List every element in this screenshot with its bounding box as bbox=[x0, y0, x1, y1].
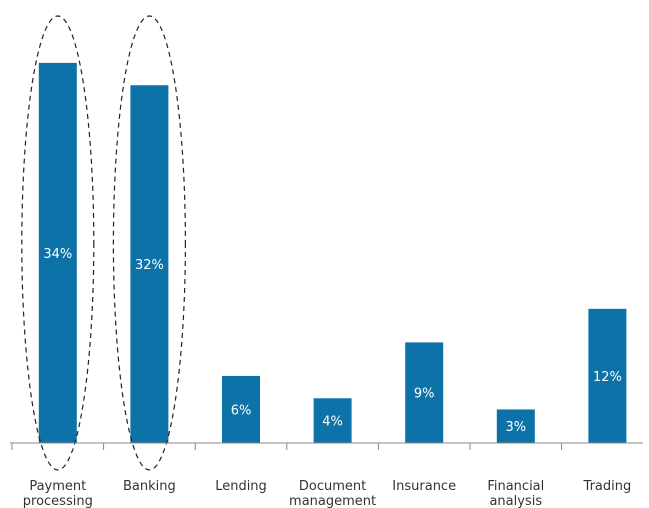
category-label: processing bbox=[23, 494, 93, 508]
x-axis-ticks-group bbox=[11, 443, 563, 450]
bar bbox=[38, 62, 77, 443]
data-label: 6% bbox=[231, 403, 252, 418]
category-label: Lending bbox=[215, 479, 267, 494]
data-label: 3% bbox=[505, 420, 526, 435]
bar bbox=[222, 375, 260, 443]
bar bbox=[496, 409, 535, 443]
category-label: analysis bbox=[489, 494, 542, 508]
bar bbox=[405, 342, 444, 443]
data-labels-group: 34% 32% 6% 4% 9% 3% 12% bbox=[43, 247, 622, 435]
bar bbox=[313, 398, 352, 443]
category-label: management bbox=[289, 494, 376, 508]
bar bbox=[588, 308, 627, 443]
category-label: Document bbox=[299, 479, 366, 494]
category-label: Payment bbox=[29, 479, 86, 494]
category-label: Insurance bbox=[392, 479, 456, 494]
highlight-oval bbox=[112, 15, 186, 471]
category-label: Banking bbox=[123, 479, 176, 494]
category-label: Trading bbox=[583, 479, 632, 494]
data-label: 34% bbox=[43, 247, 72, 262]
data-label: 4% bbox=[322, 415, 343, 430]
bars-group bbox=[38, 62, 627, 444]
data-label: 12% bbox=[593, 370, 622, 385]
highlight-ovals-group bbox=[21, 15, 186, 471]
bar bbox=[130, 85, 169, 444]
highlight-oval bbox=[21, 15, 95, 471]
data-label: 9% bbox=[414, 387, 435, 402]
category-label: Financial bbox=[487, 479, 544, 494]
data-label: 32% bbox=[135, 258, 164, 273]
